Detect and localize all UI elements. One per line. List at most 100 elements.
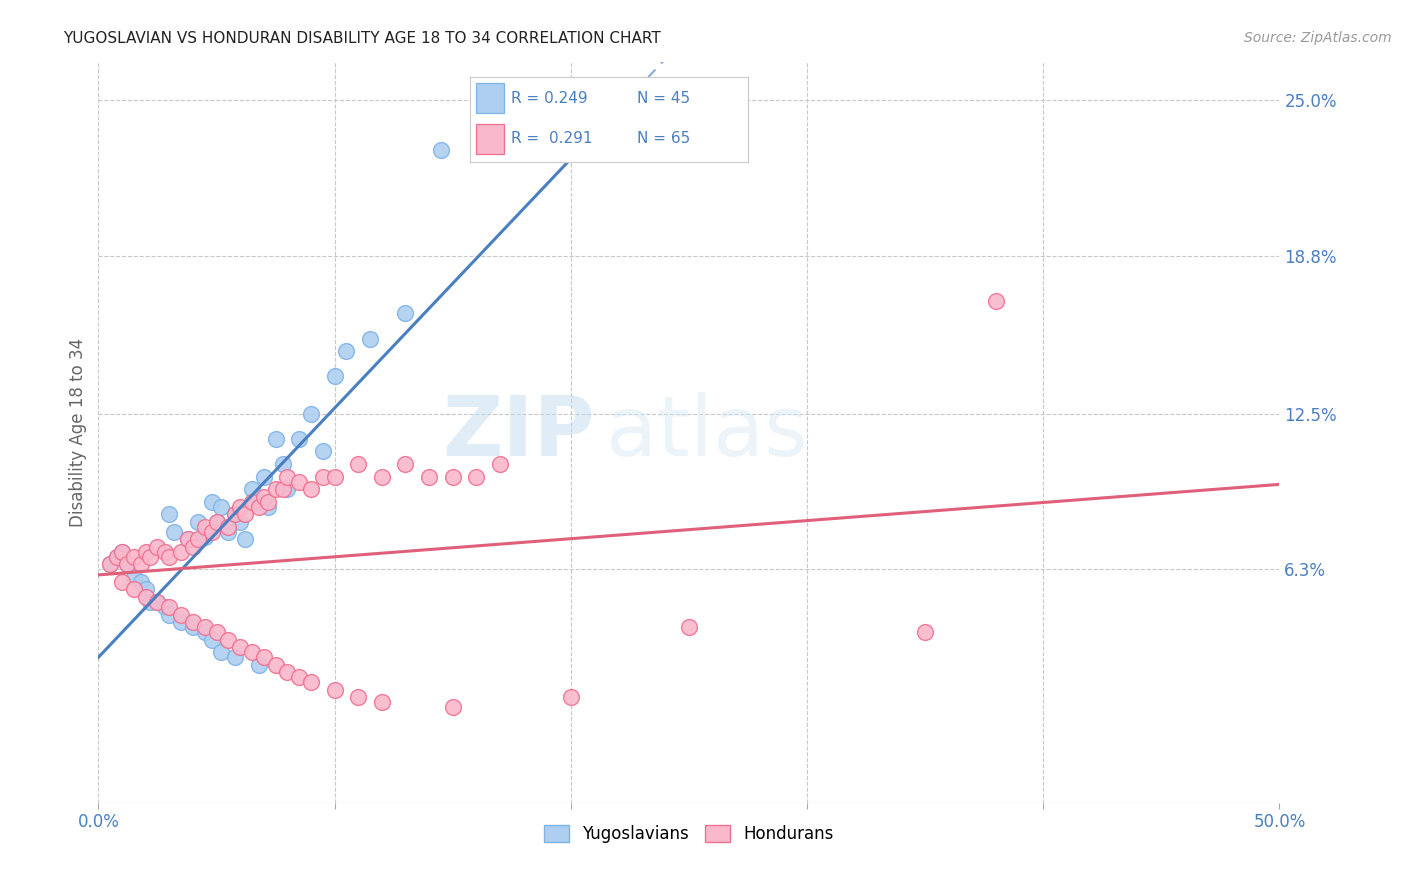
Point <box>135 545 157 559</box>
Point <box>181 620 204 634</box>
Text: ZIP: ZIP <box>441 392 595 473</box>
Point <box>323 682 346 697</box>
Point <box>288 432 311 446</box>
Point <box>177 533 200 547</box>
Point <box>312 469 335 483</box>
Point <box>153 545 176 559</box>
Point <box>135 582 157 597</box>
Point <box>465 469 488 483</box>
Text: YUGOSLAVIAN VS HONDURAN DISABILITY AGE 18 TO 34 CORRELATION CHART: YUGOSLAVIAN VS HONDURAN DISABILITY AGE 1… <box>63 31 661 46</box>
Point <box>163 524 186 539</box>
Point <box>430 143 453 157</box>
Point <box>247 494 270 508</box>
Point <box>271 457 294 471</box>
Point <box>194 625 217 640</box>
Point <box>240 494 263 508</box>
Point <box>394 457 416 471</box>
Point <box>240 482 263 496</box>
Point <box>105 549 128 564</box>
Point <box>139 549 162 564</box>
Text: atlas: atlas <box>606 392 808 473</box>
Point <box>229 640 252 655</box>
Point <box>224 507 246 521</box>
Point <box>181 540 204 554</box>
Point <box>194 520 217 534</box>
Point <box>323 469 346 483</box>
Point <box>271 482 294 496</box>
Point <box>229 500 252 514</box>
Point <box>394 306 416 320</box>
Point <box>146 595 169 609</box>
Point <box>129 558 152 572</box>
Point <box>205 625 228 640</box>
Point <box>224 507 246 521</box>
Point <box>146 540 169 554</box>
Point <box>240 645 263 659</box>
Point <box>253 490 276 504</box>
Point <box>347 457 370 471</box>
Point <box>209 645 232 659</box>
Point <box>276 665 298 680</box>
Legend: Yugoslavians, Hondurans: Yugoslavians, Hondurans <box>537 819 841 850</box>
Point <box>194 620 217 634</box>
Point <box>135 590 157 604</box>
Point <box>299 482 322 496</box>
Point <box>129 574 152 589</box>
Point <box>98 558 121 572</box>
Point <box>312 444 335 458</box>
Point <box>146 595 169 609</box>
Point <box>288 670 311 684</box>
Point <box>122 570 145 584</box>
Point <box>177 533 200 547</box>
Point <box>418 469 440 483</box>
Point <box>323 369 346 384</box>
Point <box>187 515 209 529</box>
Point <box>209 500 232 514</box>
Text: Source: ZipAtlas.com: Source: ZipAtlas.com <box>1244 31 1392 45</box>
Point <box>194 530 217 544</box>
Point <box>201 524 224 539</box>
Point <box>201 632 224 647</box>
Point <box>359 331 381 345</box>
Point <box>181 615 204 629</box>
Point <box>371 469 394 483</box>
Point <box>276 482 298 496</box>
Point <box>217 520 239 534</box>
Point <box>217 632 239 647</box>
Point <box>98 558 121 572</box>
Point <box>247 657 270 672</box>
Point <box>111 545 134 559</box>
Point <box>335 344 357 359</box>
Point <box>157 507 180 521</box>
Point <box>253 650 276 665</box>
Point <box>257 494 280 508</box>
Point <box>224 650 246 665</box>
Point <box>170 545 193 559</box>
Point <box>115 558 138 572</box>
Point <box>170 607 193 622</box>
Point <box>371 695 394 709</box>
Y-axis label: Disability Age 18 to 34: Disability Age 18 to 34 <box>69 338 87 527</box>
Point <box>187 533 209 547</box>
Point <box>201 494 224 508</box>
Point <box>264 432 287 446</box>
Point <box>157 600 180 615</box>
Point <box>157 549 180 564</box>
Point <box>253 469 276 483</box>
Point <box>914 625 936 640</box>
Point <box>347 690 370 705</box>
Point <box>489 457 512 471</box>
Point <box>264 482 287 496</box>
Point <box>111 574 134 589</box>
Point <box>205 515 228 529</box>
Point <box>247 500 270 514</box>
Point <box>111 545 134 559</box>
Point <box>299 675 322 690</box>
Point <box>441 469 464 483</box>
Point <box>105 549 128 564</box>
Point <box>233 533 256 547</box>
Point <box>139 595 162 609</box>
Point <box>217 524 239 539</box>
Point <box>264 657 287 672</box>
Point <box>170 615 193 629</box>
